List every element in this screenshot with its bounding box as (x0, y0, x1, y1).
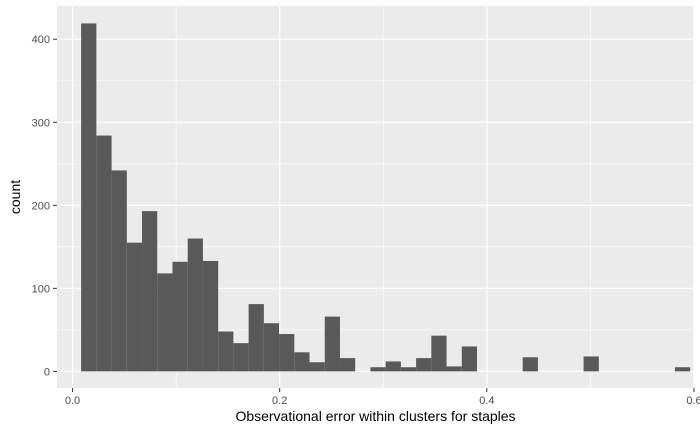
x-axis-title: Observational error within clusters for … (235, 408, 515, 424)
histogram-bar (522, 357, 538, 372)
histogram-bar (172, 261, 188, 372)
histogram-bar (385, 361, 401, 372)
histogram-bar (416, 358, 432, 372)
histogram-bar (324, 316, 340, 372)
histogram-bar (202, 260, 219, 372)
histogram-bar (294, 352, 310, 372)
histogram-bars (81, 23, 691, 372)
histogram-bar (248, 304, 264, 372)
x-tick-label: 0.0 (65, 395, 80, 407)
histogram-bar (96, 135, 112, 372)
histogram-bar (157, 273, 173, 372)
y-axis-title: count (7, 180, 23, 214)
histogram-bar (583, 356, 599, 372)
x-tick-label: 0.2 (272, 395, 287, 407)
histogram-bar (674, 367, 691, 372)
y-axis-ticks: 0 100 200 300 400 (32, 34, 57, 378)
y-tick-label: 200 (32, 200, 50, 212)
y-tick-label: 100 (32, 283, 50, 295)
y-tick-label: 300 (32, 117, 50, 129)
histogram-bar (309, 362, 325, 372)
histogram-bar (461, 346, 478, 372)
histogram-bar (218, 331, 234, 372)
x-tick-label: 0.4 (479, 395, 494, 407)
histogram-bar (400, 367, 417, 372)
histogram-bar (233, 343, 249, 372)
histogram-bar (279, 334, 295, 372)
histogram-bar (142, 211, 158, 372)
histogram-bar (111, 170, 127, 372)
x-tick-label: 0.6 (686, 395, 700, 407)
histogram-bar (431, 335, 447, 372)
y-tick-label: 400 (32, 34, 50, 46)
grid-major (57, 6, 695, 388)
histogram-bar (339, 358, 356, 372)
y-tick-label: 0 (44, 366, 50, 378)
x-axis-ticks: 0.0 0.2 0.4 0.6 (65, 388, 700, 407)
histogram-bar (187, 238, 203, 372)
histogram-bar (446, 366, 462, 372)
histogram-bar (126, 242, 143, 372)
histogram-bar (81, 23, 97, 372)
histogram-bar (370, 367, 386, 372)
histogram-bar (263, 323, 280, 372)
